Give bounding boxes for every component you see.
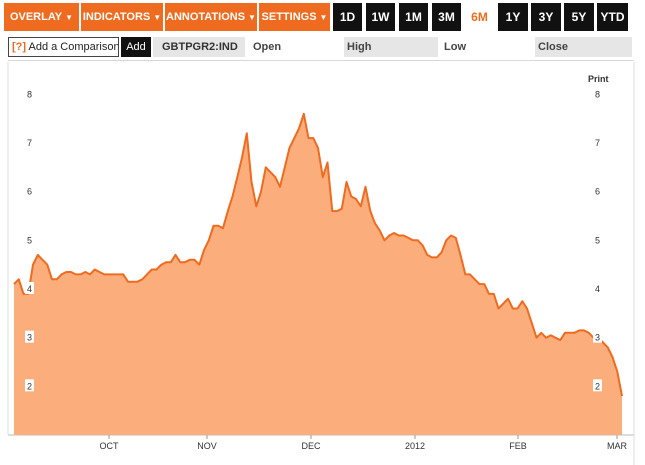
y-tick-label-left: 3 xyxy=(27,333,32,343)
annotations-menu-button[interactable]: ANNOTATIONS ▼ xyxy=(165,3,257,31)
indicators-menu-button[interactable]: INDICATORS ▼ xyxy=(81,3,163,31)
comparison-placeholder: Add a Comparison xyxy=(28,41,119,53)
range-button-5y[interactable]: 5Y xyxy=(564,3,594,31)
y-tick-label-right-bg xyxy=(593,233,602,246)
y-tick-label-left: 6 xyxy=(27,187,32,197)
close-label: Close xyxy=(535,37,632,57)
print-link[interactable]: Print xyxy=(588,74,609,84)
range-button-1w[interactable]: 1W xyxy=(366,3,395,31)
range-button-1d[interactable]: 1D xyxy=(333,3,362,31)
range-button-6m[interactable]: 6M xyxy=(465,3,494,31)
chevron-down-icon: ▼ xyxy=(65,13,74,22)
divider xyxy=(8,60,634,61)
ticker-symbol: GBTPGR2:IND xyxy=(153,37,245,57)
y-tick-label-left: 4 xyxy=(27,284,32,294)
chart-toolbar: OVERLAY ▼ INDICATORS ▼ ANNOTATIONS ▼ SETTIN… xyxy=(0,0,645,34)
x-tick-label: DEC xyxy=(301,441,321,451)
x-tick-label: MAR xyxy=(607,441,628,451)
y-tick-label-left-bg xyxy=(25,136,34,148)
y-tick-label-right-bg xyxy=(593,136,602,148)
y-tick-label-right: 4 xyxy=(595,284,600,294)
overlay-menu-button[interactable]: OVERLAY ▼ xyxy=(4,3,79,31)
y-tick-label-right: 3 xyxy=(595,333,600,343)
high-label: High xyxy=(344,37,438,57)
y-tick-label-left-bg xyxy=(25,282,34,294)
y-tick-label-right: 2 xyxy=(595,381,600,391)
y-tick-label-right-bg xyxy=(593,282,602,294)
y-tick-label-right: 7 xyxy=(595,138,600,148)
price-chart: 2 2 3 3 4 4 5 5 6 6 7 7 8 8 OCT NOV DEC 2012 FEB MAR xyxy=(7,62,635,465)
y-tick-label-left-bg xyxy=(25,379,34,392)
range-button-3y[interactable]: 3Y xyxy=(531,3,561,31)
price-line xyxy=(13,112,623,397)
comparison-input[interactable]: [?] Add a Comparison xyxy=(8,37,119,57)
y-tick-label-left-bg xyxy=(25,233,34,246)
y-tick-label-right: 6 xyxy=(595,187,600,197)
range-button-3m[interactable]: 3M xyxy=(432,3,461,31)
annotations-menu-label: ANNOTATIONS xyxy=(166,11,246,23)
y-tick-label-right: 8 xyxy=(595,89,600,99)
y-tick-label-left: 7 xyxy=(27,138,32,148)
x-tick-label: NOV xyxy=(197,441,217,451)
range-button-1m[interactable]: 1M xyxy=(399,3,428,31)
y-tick-label-left: 5 xyxy=(27,235,32,245)
overlay-menu-label: OVERLAY xyxy=(9,11,63,23)
y-tick-label-left: 8 xyxy=(27,89,32,99)
y-tick-label-left-bg xyxy=(25,87,34,100)
chevron-down-icon: ▼ xyxy=(319,13,328,22)
y-tick-label-left-bg xyxy=(25,184,34,197)
y-tick-label-left-bg xyxy=(25,330,34,343)
y-tick-label-right-bg xyxy=(593,184,602,197)
chevron-down-icon: ▼ xyxy=(248,13,256,22)
y-tick-label-right: 5 xyxy=(595,235,600,245)
y-tick-label-right-bg xyxy=(593,330,602,343)
quote-bar: [?] Add a Comparison Add GBTPGR2:IND Ope… xyxy=(0,36,645,58)
settings-menu-label: SETTINGS xyxy=(261,11,317,23)
y-tick-label-right-bg xyxy=(593,379,602,392)
x-tick-label: 2012 xyxy=(405,441,425,451)
chevron-down-icon: ▼ xyxy=(153,13,162,22)
y-tick-label-right-bg xyxy=(593,87,602,100)
range-button-1y[interactable]: 1Y xyxy=(498,3,528,31)
indicators-menu-label: INDICATORS xyxy=(82,11,151,23)
low-label: Low xyxy=(444,41,466,53)
x-tick-label: FEB xyxy=(509,441,527,451)
price-area-fill xyxy=(14,113,622,436)
range-button-ytd[interactable]: YTD xyxy=(597,3,628,31)
y-tick-label-left: 2 xyxy=(27,381,32,391)
settings-menu-button[interactable]: SETTINGS ▼ xyxy=(259,3,330,31)
x-tick-label: OCT xyxy=(100,441,120,451)
open-label: Open xyxy=(253,41,282,53)
help-marker[interactable]: [?] xyxy=(12,41,27,53)
add-comparison-button[interactable]: Add xyxy=(121,37,151,57)
